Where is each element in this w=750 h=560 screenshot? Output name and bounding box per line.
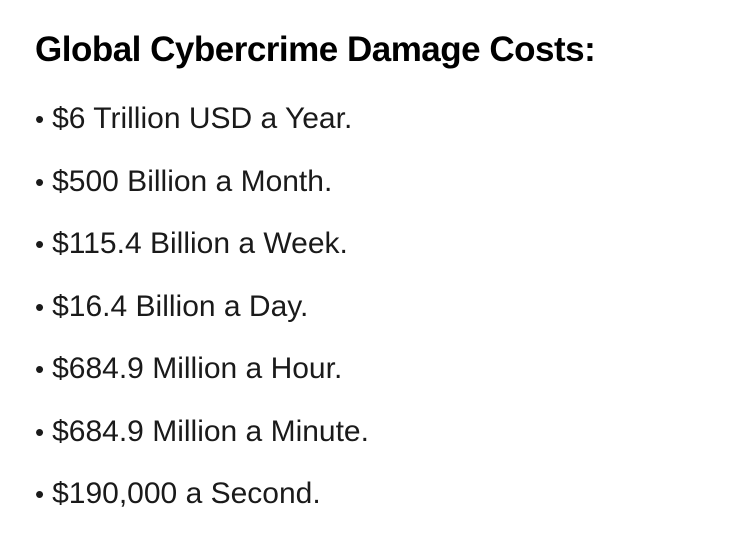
bullet-icon: • bbox=[35, 480, 44, 510]
page-title: Global Cybercrime Damage Costs: bbox=[35, 30, 715, 70]
bullet-icon: • bbox=[35, 355, 44, 385]
list-item-text: $684.9 Million a Hour. bbox=[52, 352, 342, 387]
bullet-icon: • bbox=[35, 105, 44, 135]
bullet-icon: • bbox=[35, 418, 44, 448]
list-item-text: $16.4 Billion a Day. bbox=[52, 290, 308, 325]
list-item: • $16.4 Billion a Day. bbox=[35, 290, 715, 325]
list-item: • $6 Trillion USD a Year. bbox=[35, 102, 715, 137]
list-item: • $684.9 Million a Minute. bbox=[35, 415, 715, 450]
list-item: • $684.9 Million a Hour. bbox=[35, 352, 715, 387]
bullet-icon: • bbox=[35, 293, 44, 323]
list-item: • $500 Billion a Month. bbox=[35, 165, 715, 200]
list-item-text: $115.4 Billion a Week. bbox=[52, 227, 348, 262]
list-item-text: $6 Trillion USD a Year. bbox=[52, 102, 352, 137]
list-item-text: $190,000 a Second. bbox=[52, 477, 321, 512]
list-item-text: $500 Billion a Month. bbox=[52, 165, 332, 200]
cost-list: • $6 Trillion USD a Year. • $500 Billion… bbox=[35, 102, 715, 512]
list-item-text: $684.9 Million a Minute. bbox=[52, 415, 369, 450]
list-item: • $190,000 a Second. bbox=[35, 477, 715, 512]
bullet-icon: • bbox=[35, 230, 44, 260]
bullet-icon: • bbox=[35, 168, 44, 198]
list-item: • $115.4 Billion a Week. bbox=[35, 227, 715, 262]
